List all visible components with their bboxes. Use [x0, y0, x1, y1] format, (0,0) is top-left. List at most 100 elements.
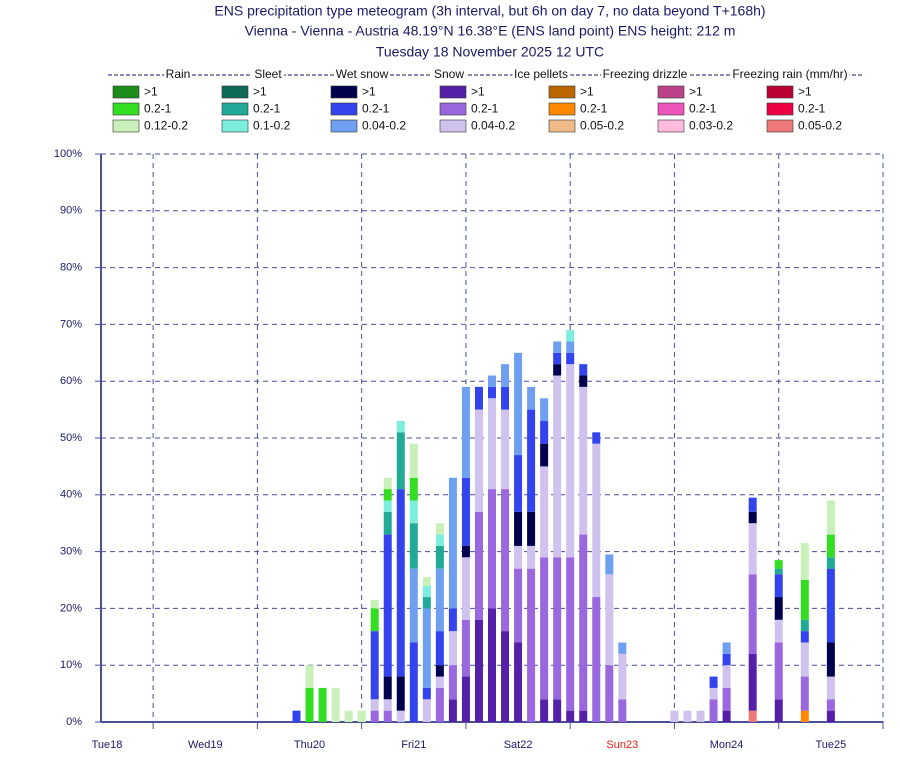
- legend-swatch: [221, 119, 249, 133]
- bar-segment: [800, 619, 809, 632]
- bar-segment: [683, 710, 692, 722]
- bar-segment: [826, 710, 835, 722]
- bar-segment: [709, 687, 718, 700]
- bar-segment: [422, 687, 431, 700]
- bar-segment: [435, 631, 444, 666]
- legend-label: 0.03-0.2: [689, 119, 733, 133]
- bar-segment: [826, 676, 835, 700]
- legend-group: Freezing rain (mm/hr): [732, 67, 847, 81]
- legend-label: 0.2-1: [798, 102, 826, 116]
- legend-swatch: [221, 102, 249, 116]
- bar-segment: [501, 409, 510, 490]
- legend-group: Wet snow: [336, 67, 389, 81]
- bar-segment: [488, 386, 496, 399]
- x-tick-label: Wed19: [188, 739, 223, 751]
- legend-label: 0.2-1: [144, 102, 172, 116]
- bar-segment: [409, 477, 418, 501]
- legend-group: Ice pellets: [514, 67, 568, 81]
- bar-segment: [435, 676, 444, 688]
- bar-segment: [774, 568, 783, 575]
- bar-segment: [722, 710, 731, 722]
- bar-segment: [709, 676, 718, 688]
- bar-segment: [553, 352, 562, 365]
- bar-segment: [748, 511, 757, 524]
- bar-segment: [461, 557, 470, 620]
- legend-label: >1: [362, 85, 376, 99]
- bar-segment: [422, 699, 431, 722]
- bar-segment: [501, 631, 510, 722]
- legend-swatch: [548, 85, 576, 99]
- legend-swatch: [657, 119, 685, 133]
- bar-segment: [409, 568, 418, 643]
- legend-swatch: [439, 102, 467, 116]
- bar-segment: [461, 545, 470, 558]
- bar-segment: [605, 574, 614, 666]
- bar-segment: [826, 568, 835, 643]
- legend-label: >1: [580, 85, 594, 99]
- legend-swatch: [548, 119, 576, 133]
- y-tick-label: 0%: [66, 716, 82, 728]
- bar-segment: [514, 642, 523, 722]
- bar-segment: [370, 599, 379, 609]
- bar-segment: [566, 557, 575, 711]
- bar-segment: [540, 557, 549, 700]
- bar-segment: [396, 710, 405, 722]
- bar-segment: [566, 364, 575, 558]
- bar-segment: [383, 489, 392, 501]
- x-tick-label: Tue25: [815, 739, 846, 751]
- x-tick-label: Thu20: [294, 739, 325, 751]
- legend-swatch: [657, 102, 685, 116]
- x-tick-label: Sun23: [606, 739, 638, 751]
- bar-segment: [305, 687, 314, 722]
- legend-group: Freezing drizzle: [603, 67, 688, 81]
- legend-swatch: [766, 85, 794, 99]
- bar-segment: [722, 653, 731, 666]
- bar-segment: [722, 665, 731, 688]
- bar-segment: [383, 500, 392, 512]
- bar-segment: [409, 500, 418, 524]
- y-tick-label: 60%: [60, 375, 82, 387]
- bar-segment: [566, 710, 575, 722]
- bar-segment: [461, 676, 470, 722]
- bar-segment: [579, 375, 588, 387]
- bar-segment: [800, 580, 809, 620]
- chart-subtitle: Vienna - Vienna - Austria 48.19°N 16.38°…: [245, 23, 736, 39]
- bar-segment: [618, 699, 627, 722]
- bar-segment: [826, 699, 835, 711]
- bar-segment: [800, 642, 809, 677]
- bar-segment: [748, 710, 757, 722]
- x-tick-label: Tue18: [92, 739, 123, 751]
- bar-segment: [396, 420, 405, 433]
- bar-segment: [774, 560, 783, 569]
- legend-swatch: [548, 102, 576, 116]
- bar-segment: [696, 710, 705, 722]
- chart-title: ENS precipitation type meteogram (3h int…: [214, 3, 765, 19]
- bar-segment: [331, 687, 340, 722]
- legend-group: Snow: [434, 67, 464, 81]
- bar-segment: [474, 619, 483, 722]
- legend-swatch: [330, 102, 358, 116]
- bar-segment: [305, 665, 314, 688]
- legend-label: 0.05-0.2: [798, 119, 842, 133]
- bar-segment: [566, 352, 575, 365]
- bar-segment: [422, 577, 431, 586]
- bar-segment: [540, 443, 549, 467]
- bar-segment: [383, 534, 392, 677]
- bar-segment: [396, 432, 405, 490]
- bar-segment: [292, 710, 301, 722]
- legend-label: 0.04-0.2: [362, 119, 406, 133]
- bar-segment: [409, 642, 418, 722]
- legend-swatch: [439, 85, 467, 99]
- bar-segment: [370, 710, 379, 722]
- legend-label: >1: [253, 85, 267, 99]
- bar-segment: [800, 676, 809, 711]
- bar-segment: [370, 699, 379, 711]
- bar-segment: [514, 545, 523, 569]
- bar-segment: [527, 511, 536, 546]
- bar-segment: [488, 375, 496, 387]
- bar-segment: [474, 386, 483, 410]
- bar-segment: [448, 631, 457, 666]
- bar-segment: [501, 489, 510, 632]
- bar-segment: [396, 489, 405, 677]
- bar-segment: [592, 432, 601, 444]
